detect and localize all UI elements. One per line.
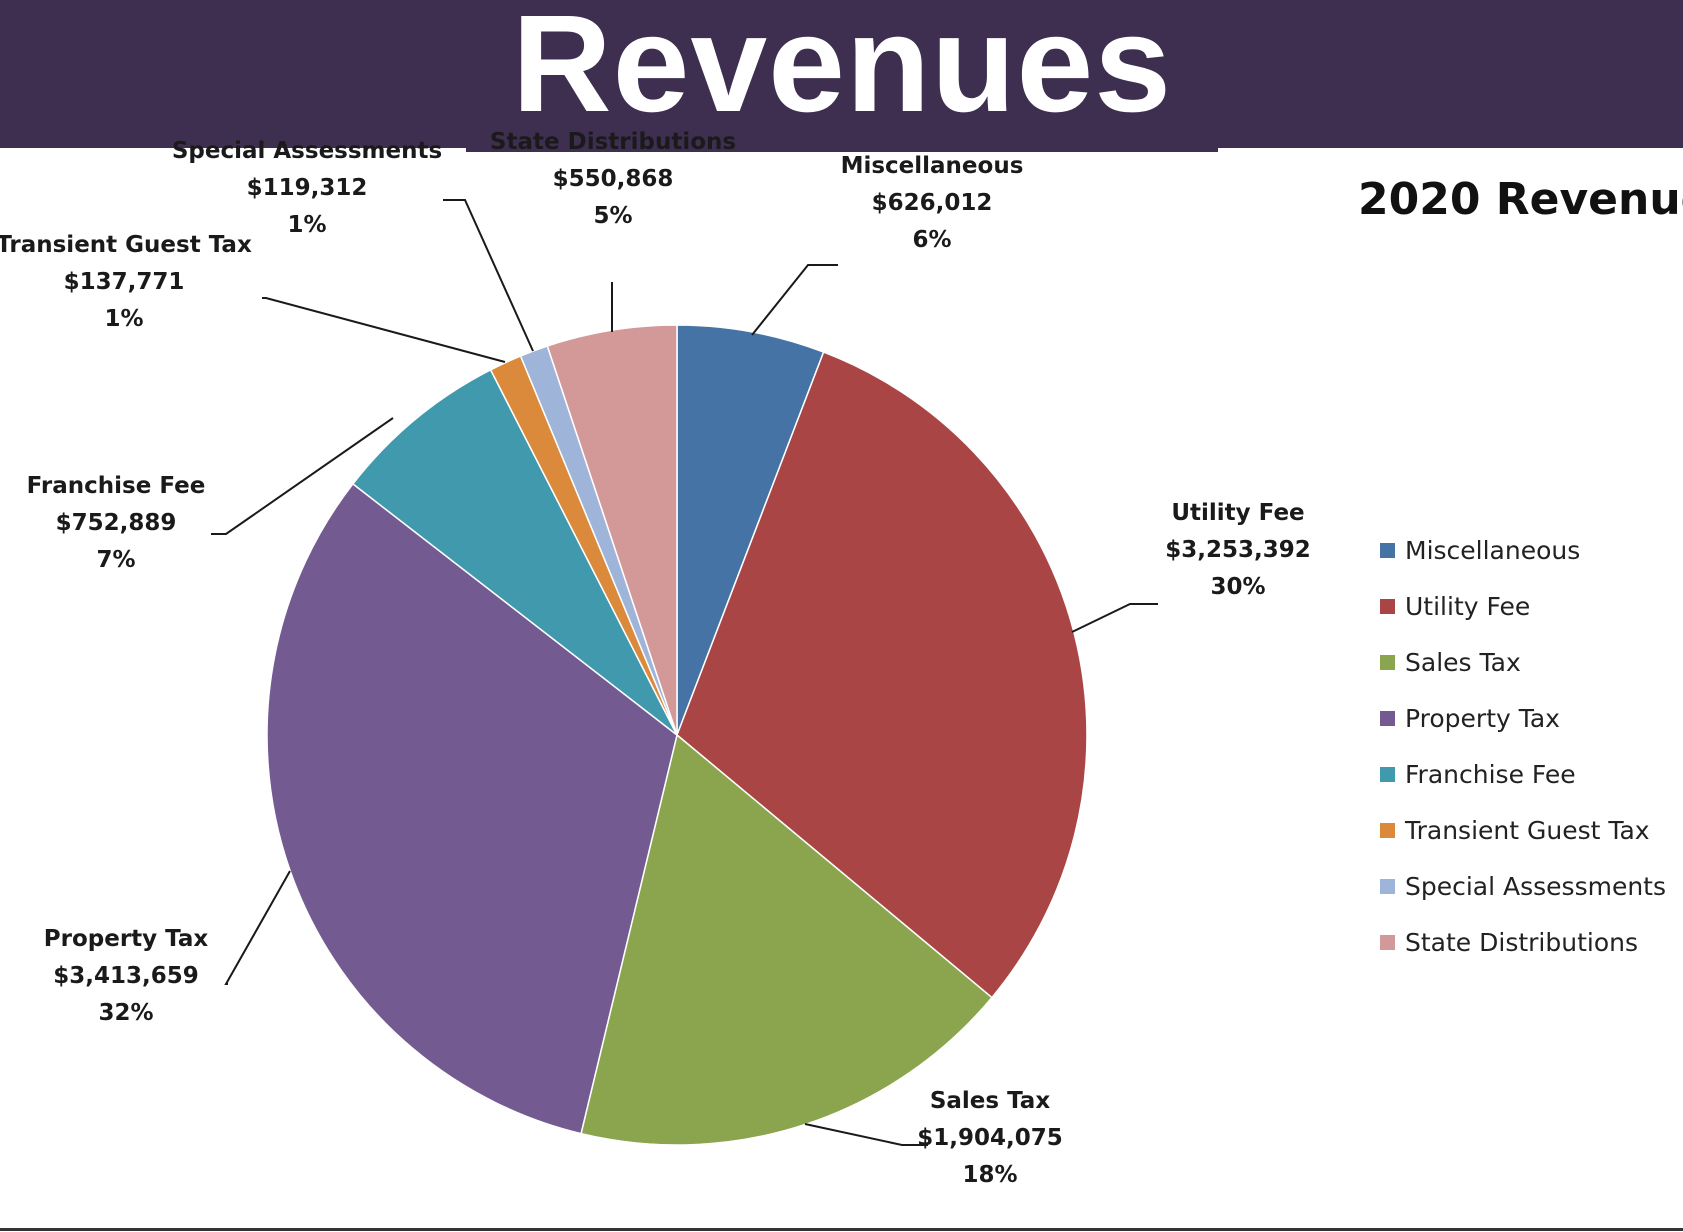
legend-item-special-assessments: Special Assessments	[1380, 858, 1680, 914]
data-label-sales-tax-category: Sales Tax	[930, 1088, 1051, 1114]
data-label-sales-tax-value: $1,904,075	[917, 1125, 1063, 1151]
header-title-box: Revenues	[466, 0, 1218, 155]
legend-item-sales-tax: Sales Tax	[1380, 634, 1680, 690]
pie-slice-franchise-fee	[351, 368, 678, 736]
legend-swatch	[1380, 710, 1395, 726]
legend-item-state-distributions: State Distributions	[1380, 914, 1680, 970]
data-label-property-tax-value: $3,413,659	[53, 963, 199, 989]
data-label-franchise-fee-percent: 7%	[96, 547, 135, 573]
legend-label: Special Assessments	[1405, 871, 1667, 901]
legend-item-miscellaneous: Miscellaneous	[1380, 522, 1680, 578]
legend-swatch	[1380, 822, 1395, 838]
chart-legend: Miscellaneous Utility Fee Sales Tax Propert…	[1380, 522, 1680, 970]
legend-label: State Distributions	[1405, 927, 1638, 957]
data-label-special-assessments-category: Special Assessments	[172, 138, 442, 164]
data-label-property-tax-percent: 32%	[98, 1000, 153, 1026]
bottom-rule	[0, 1228, 1683, 1231]
pie-slice-property-tax	[266, 482, 678, 1135]
page-title: Revenues	[512, 0, 1172, 141]
legend-item-utility-fee: Utility Fee	[1380, 578, 1680, 634]
data-label-miscellaneous-percent: 6%	[912, 227, 951, 253]
legend-swatch	[1380, 878, 1395, 894]
legend-swatch	[1380, 654, 1395, 670]
leader-line-transient-guest-tax	[262, 297, 506, 363]
legend-swatch	[1380, 542, 1395, 558]
legend-label: Property Tax	[1405, 703, 1560, 733]
data-label-miscellaneous-category: Miscellaneous	[841, 153, 1024, 179]
legend-label: Miscellaneous	[1405, 535, 1581, 565]
legend-item-property-tax: Property Tax	[1380, 690, 1680, 746]
data-label-state-distributions-value: $550,868	[553, 166, 674, 192]
chart-title: 2020 Revenue	[1358, 174, 1683, 225]
leader-line-special-assessments	[443, 199, 534, 352]
leader-line-sales-tax	[804, 1123, 928, 1146]
data-label-transient-guest-tax-category: Transient Guest Tax	[0, 232, 252, 258]
data-label-special-assessments-value: $119,312	[247, 175, 368, 201]
pie-slice-miscellaneous	[676, 324, 825, 736]
data-label-transient-guest-tax-value: $137,771	[64, 269, 185, 295]
data-label-franchise-fee-category: Franchise Fee	[27, 473, 206, 499]
leader-line-utility-fee	[1071, 603, 1158, 633]
data-label-property-tax-category: Property Tax	[44, 926, 209, 952]
data-label-miscellaneous-value: $626,012	[872, 190, 993, 216]
legend-label: Sales Tax	[1405, 647, 1521, 677]
data-label-franchise-fee-value: $752,889	[56, 510, 177, 536]
legend-item-franchise-fee: Franchise Fee	[1380, 746, 1680, 802]
leader-line-miscellaneous	[751, 264, 838, 336]
data-label-state-distributions-percent: 5%	[593, 203, 632, 229]
data-label-utility-fee-value: $3,253,392	[1165, 537, 1311, 563]
legend-label: Transient Guest Tax	[1405, 815, 1650, 845]
legend-swatch	[1380, 934, 1395, 950]
data-label-utility-fee-percent: 30%	[1210, 574, 1265, 600]
legend-swatch	[1380, 598, 1395, 614]
legend-item-transient-guest-tax: Transient Guest Tax	[1380, 802, 1680, 858]
data-label-utility-fee-category: Utility Fee	[1171, 500, 1304, 526]
legend-label: Franchise Fee	[1405, 759, 1576, 789]
data-label-special-assessments-percent: 1%	[287, 212, 326, 238]
data-label-state-distributions-category: State Distributions	[490, 129, 736, 155]
legend-swatch	[1380, 766, 1395, 782]
leader-line-franchise-fee	[211, 417, 394, 535]
data-label-sales-tax-percent: 18%	[962, 1162, 1017, 1188]
legend-label: Utility Fee	[1405, 591, 1531, 621]
leader-line-property-tax	[224, 870, 291, 985]
data-label-transient-guest-tax-percent: 1%	[104, 306, 143, 332]
